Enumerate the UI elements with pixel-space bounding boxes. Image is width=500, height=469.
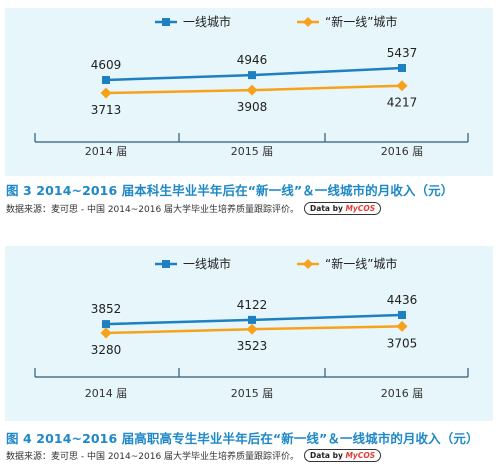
data-point xyxy=(396,320,408,332)
legend-marker-1 xyxy=(303,259,313,269)
data-point xyxy=(248,315,256,324)
legend-marker-0 xyxy=(162,18,170,26)
data-label: 3908 xyxy=(237,100,268,114)
source-text: 数据来源：麦可思 - 中国 2014~2016 届大学毕业生培养质量跟踪评价。 xyxy=(6,452,300,462)
chart-1-source: 数据来源：麦可思 - 中国 2014~2016 届大学毕业生培养质量跟踪评价。 … xyxy=(6,202,382,215)
chart-1-area: 一线城市 “新一线”城市 2014 届 2015 届 2016 届 4609 4946 543… xyxy=(5,8,493,176)
data-point xyxy=(246,84,258,96)
legend-label-0: 一线城市 xyxy=(183,256,231,271)
data-label: 3280 xyxy=(91,343,122,357)
chart-1-svg: 一线城市 “新一线”城市 2014 届 2015 届 2016 届 4609 4946 543… xyxy=(34,14,469,158)
x-tick-label: 2016 届 xyxy=(381,145,424,158)
x-tick-label: 2016 届 xyxy=(381,387,424,400)
mycos-badge: Data by MyCOS xyxy=(304,449,382,462)
data-label: 3705 xyxy=(387,336,418,350)
data-label: 4609 xyxy=(91,58,122,72)
chart-2-title: 图 4 2014~2016 届高职高专生毕业半年后在“新一线”＆一线城市的月收入… xyxy=(6,431,479,446)
mycos-badge: Data by MyCOS xyxy=(304,202,382,215)
data-point xyxy=(396,80,408,92)
data-label: 4217 xyxy=(387,96,418,110)
chart-1-title: 图 3 2014~2016 届本科生毕业半年后在“新一线”＆一线城市的月收入（元… xyxy=(6,183,454,198)
data-label: 4436 xyxy=(387,293,418,307)
data-point xyxy=(248,71,256,80)
legend-label-1: “新一线”城市 xyxy=(325,256,397,271)
chart-2-area: 一线城市 “新一线”城市 2014 届 2015 届 2016 届 3852 4122 443… xyxy=(5,246,493,421)
x-tick-label: 2015 届 xyxy=(231,387,274,400)
data-label: 4946 xyxy=(237,53,268,67)
legend-marker-1 xyxy=(303,17,313,27)
data-point xyxy=(100,327,112,339)
legend-label-1: “新一线”城市 xyxy=(325,14,397,29)
chart-2-source: 数据来源：麦可思 - 中国 2014~2016 届大学毕业生培养质量跟踪评价。 … xyxy=(6,449,382,462)
source-text: 数据来源：麦可思 - 中国 2014~2016 届大学毕业生培养质量跟踪评价。 xyxy=(6,205,300,215)
legend-marker-0 xyxy=(162,260,170,268)
data-label: 5437 xyxy=(387,46,418,60)
x-tick-label: 2014 届 xyxy=(85,145,128,158)
data-point xyxy=(398,311,406,319)
x-tick-label: 2015 届 xyxy=(231,145,274,158)
legend-label-0: 一线城市 xyxy=(183,14,231,29)
data-point xyxy=(102,76,110,85)
x-tick-label: 2014 届 xyxy=(85,387,128,400)
data-label: 3523 xyxy=(237,339,268,353)
data-point xyxy=(398,64,406,72)
data-label: 4122 xyxy=(237,298,268,312)
data-point xyxy=(246,323,258,335)
chart-2-svg: 一线城市 “新一线”城市 2014 届 2015 届 2016 届 3852 4122 443… xyxy=(34,256,469,400)
data-point xyxy=(102,320,110,329)
data-label: 3713 xyxy=(91,103,122,117)
data-label: 3852 xyxy=(91,302,122,316)
data-point xyxy=(100,87,112,99)
